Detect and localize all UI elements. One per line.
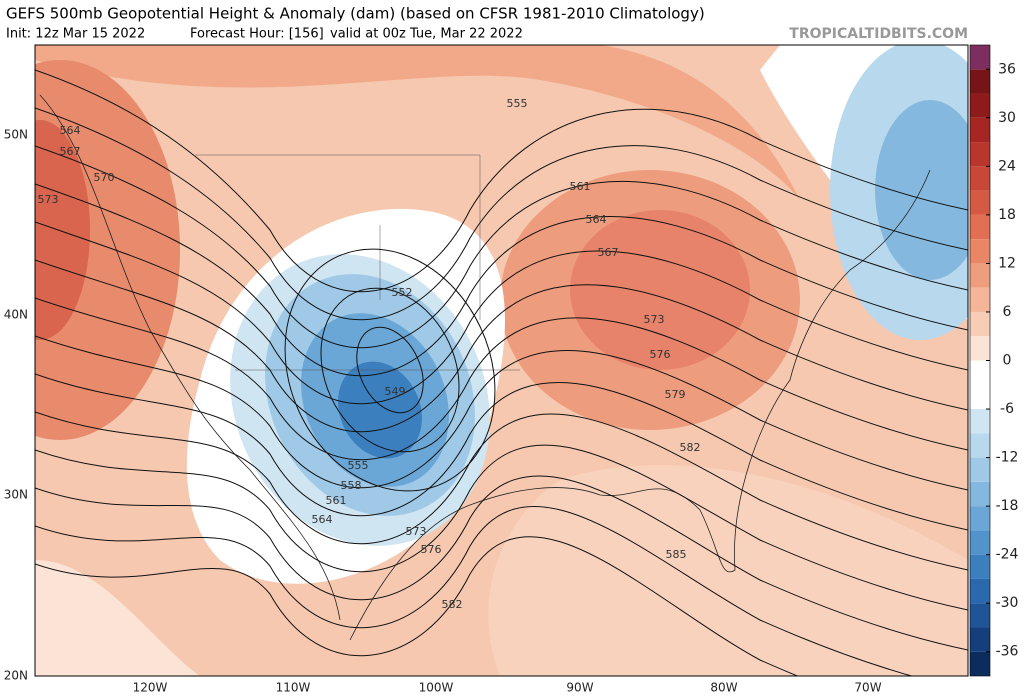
title: GEFS 500mb Geopotential Height & Anomaly… xyxy=(6,5,705,23)
contour-label: 573 xyxy=(38,193,59,206)
contour-label: 564 xyxy=(586,213,607,226)
colorbar-band xyxy=(970,433,990,458)
contour-line xyxy=(35,145,968,349)
contour-label: 582 xyxy=(442,598,463,611)
colorbar-label: 24 xyxy=(998,158,1016,174)
colorbar-band xyxy=(970,506,990,531)
colorbar-band xyxy=(970,578,990,604)
colorbar-label: 36 xyxy=(998,61,1016,77)
contour-line xyxy=(35,475,968,651)
lon-label: 120W xyxy=(133,681,168,695)
colorbar-band xyxy=(970,239,990,264)
valid-time: valid at 00z Tue, Mar 22 2022 xyxy=(330,27,523,42)
colorbar-band xyxy=(970,117,990,143)
colorbar-label: 12 xyxy=(998,255,1016,271)
lat-label: 30N xyxy=(4,488,28,502)
contour-line xyxy=(35,536,799,676)
colorbar-label: 30 xyxy=(998,110,1016,126)
colorbar-band xyxy=(970,603,990,628)
map-area xyxy=(35,45,968,676)
colorbar-band xyxy=(970,45,990,70)
forecast-hour: Forecast Hour: [156] xyxy=(190,27,324,42)
colorbar-band xyxy=(970,384,990,410)
lon-label: 100W xyxy=(419,681,454,695)
colorbar-label: -12 xyxy=(996,450,1019,466)
lon-label: 110W xyxy=(276,681,311,695)
colorbar-band xyxy=(970,554,990,579)
lat-label: 20N xyxy=(4,669,28,683)
contour-label: 558 xyxy=(341,479,362,492)
contour-label: 570 xyxy=(94,171,115,184)
init-time: Init: 12z Mar 15 2022 xyxy=(6,27,145,42)
contour-line xyxy=(35,335,968,491)
colorbar-band xyxy=(970,481,990,507)
colorbar-band xyxy=(970,530,990,555)
contour-line xyxy=(35,69,968,293)
colorbar-label: 18 xyxy=(998,207,1016,223)
contour-line xyxy=(35,259,968,433)
colorbar-band xyxy=(970,311,990,337)
colorbar-band xyxy=(970,457,990,482)
contour-label: 573 xyxy=(406,525,427,538)
contour-labels: 564 567 570 573 555 561 564 567 573 576 … xyxy=(38,97,701,611)
contour-label: 561 xyxy=(326,494,347,507)
contour-label: 555 xyxy=(348,459,369,472)
colorbar-label: -36 xyxy=(996,644,1019,660)
contour-label: 561 xyxy=(570,180,591,193)
contour-label: 552 xyxy=(392,286,413,299)
colorbar-band xyxy=(970,651,990,676)
contour-ring xyxy=(356,326,424,414)
lat-label: 40N xyxy=(4,308,28,322)
contour-label: 579 xyxy=(665,388,686,401)
contour-line xyxy=(35,373,968,531)
colorbar-label: -6 xyxy=(1000,401,1014,417)
colorbar-band xyxy=(970,336,990,361)
colorbar-band xyxy=(970,360,990,385)
lon-label: 70W xyxy=(854,681,881,695)
contour-label: 567 xyxy=(598,246,619,259)
contour-line xyxy=(35,444,968,611)
colorbar-band xyxy=(970,69,990,94)
colorbar-label: -24 xyxy=(996,547,1019,563)
colorbar: 36 30 24 18 12 6 0 -6 -12 -18 -24 -30 -36 xyxy=(969,44,1019,677)
contour-line xyxy=(35,183,968,377)
colorbar-band xyxy=(970,190,990,215)
contour-line xyxy=(35,221,968,405)
coastlines xyxy=(39,94,931,641)
colorbar-band xyxy=(970,409,990,434)
height-contours xyxy=(35,69,968,676)
contour-label: 573 xyxy=(644,313,665,326)
contour-label: 555 xyxy=(507,97,528,110)
colorbar-band xyxy=(970,627,990,652)
colorbar-label: 0 xyxy=(1003,353,1012,369)
contour-label: 567 xyxy=(60,145,81,158)
colorbar-label: 6 xyxy=(1003,304,1012,320)
contour-label: 576 xyxy=(650,348,671,361)
contour-line xyxy=(35,505,914,676)
colorbar-band xyxy=(970,263,990,288)
colorbar-band xyxy=(970,214,990,240)
contour-ring xyxy=(320,287,460,453)
contour-ring xyxy=(284,248,496,492)
contour-label: 585 xyxy=(666,548,687,561)
contour-label: 582 xyxy=(680,441,701,454)
contour-label: 564 xyxy=(312,513,333,526)
colorbar-label: -30 xyxy=(996,595,1019,611)
source: TROPICALTIDBITS.COM xyxy=(789,26,968,42)
contour-line xyxy=(35,107,968,321)
colorbar-label: -18 xyxy=(996,498,1019,514)
lon-label: 90W xyxy=(566,681,593,695)
contour-line xyxy=(35,297,968,461)
lat-label: 50N xyxy=(4,128,28,142)
contour-label: 576 xyxy=(421,543,442,556)
colorbar-band xyxy=(970,142,990,167)
colorbar-band xyxy=(970,93,990,118)
contour-label: 564 xyxy=(60,124,81,137)
colorbar-band xyxy=(970,287,990,312)
colorbar-band xyxy=(970,166,990,191)
lon-label: 80W xyxy=(710,681,737,695)
map-frame xyxy=(34,44,969,677)
contour-label: 549 xyxy=(385,385,406,398)
